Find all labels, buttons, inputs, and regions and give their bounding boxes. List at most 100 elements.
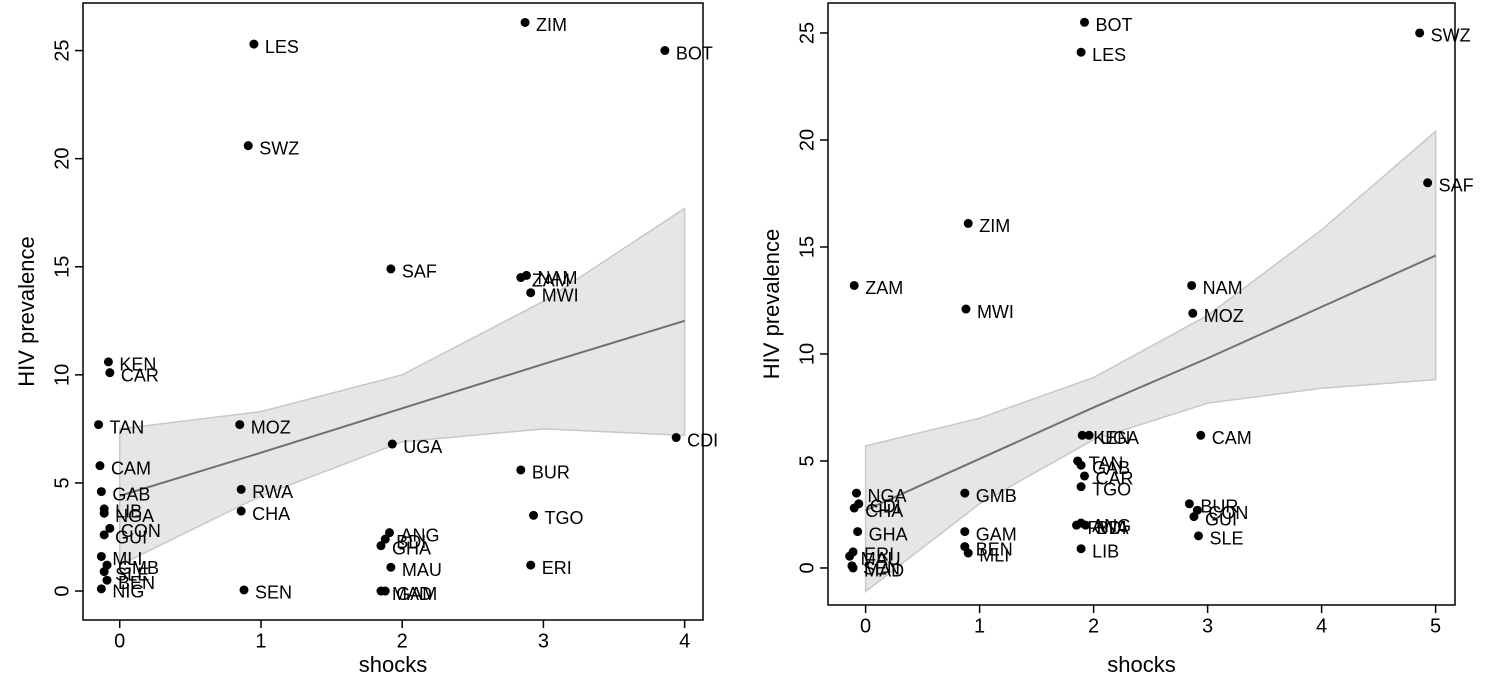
y-tick-label: 25 [796, 22, 818, 44]
point [96, 487, 106, 497]
point [380, 534, 390, 544]
point-label: SAF [402, 262, 437, 282]
fit-line [119, 319, 685, 497]
point-label: CDI [870, 497, 901, 517]
point-label: NAM [537, 268, 577, 288]
point [1077, 430, 1087, 440]
point [99, 508, 109, 518]
point-label: TGO [545, 508, 584, 528]
point-label: MAD [392, 584, 432, 604]
point [1196, 430, 1206, 440]
point [1194, 531, 1203, 541]
point [380, 586, 390, 596]
point [1081, 520, 1091, 530]
point-label: GAM [976, 524, 1017, 544]
y-tick-label: 0 [51, 585, 73, 596]
y-tick-label: 25 [51, 39, 73, 61]
point [1080, 17, 1089, 27]
x-tick-label: 2 [397, 630, 408, 652]
point-label: NGA [115, 506, 154, 526]
point [516, 465, 526, 475]
point [236, 484, 246, 494]
point-label: TAN [1089, 454, 1124, 474]
point-label: GUI [1205, 509, 1237, 529]
x-tick-label: 4 [679, 630, 690, 652]
point-label: MOZ [251, 417, 291, 437]
y-tick-label: 5 [51, 477, 73, 488]
point [103, 357, 113, 367]
point [1188, 308, 1198, 318]
point [849, 503, 859, 513]
point [1423, 178, 1433, 188]
point-label: UGA [1100, 428, 1139, 448]
point-label: ERI [542, 558, 572, 578]
point [94, 420, 104, 430]
point [520, 17, 530, 27]
point-label: SWZ [259, 138, 299, 158]
point [1415, 28, 1425, 38]
point-label: GAB [112, 484, 150, 504]
point-label: CAM [111, 458, 151, 478]
point-label: NGA [868, 486, 907, 506]
point-label: TAN [110, 417, 145, 437]
point [105, 523, 115, 533]
point [960, 488, 970, 498]
point [99, 530, 109, 540]
point-label: ZAM [865, 278, 903, 298]
x-tick-label: 1 [255, 630, 266, 652]
point-label: RWA [1088, 518, 1129, 538]
point [95, 461, 105, 471]
fit-line [865, 254, 1437, 512]
point-label: CDI [687, 430, 718, 450]
point [387, 439, 397, 449]
point-label: MOZ [1204, 306, 1244, 326]
y-tick-label: 20 [51, 148, 73, 170]
point [963, 218, 973, 228]
point-label: SAF [1439, 176, 1474, 196]
point-label: MWI [977, 302, 1014, 322]
point-label: ZIM [536, 15, 567, 35]
point-label: BOT [676, 43, 713, 63]
point-label: GAM [396, 584, 437, 604]
point [1076, 544, 1086, 554]
point-label: SWZ [1431, 26, 1471, 46]
point [1187, 280, 1197, 290]
point [1084, 430, 1094, 440]
point-label: MAU [402, 560, 442, 580]
point-label: GHA [392, 538, 431, 558]
x-tick-label: 5 [1430, 615, 1441, 637]
point-label: CAR [121, 365, 159, 385]
point-label: BEN [118, 573, 155, 593]
point-label: GAB [1092, 458, 1130, 478]
point-label: BOT [1096, 15, 1133, 35]
point [660, 46, 670, 56]
point [845, 551, 855, 561]
point-label: CAM [1212, 428, 1252, 448]
point-label: GHA [869, 524, 908, 544]
x-axis-label: shocks [359, 652, 427, 677]
point-label: BDI [396, 532, 426, 552]
point-label: SLE [115, 564, 149, 584]
point [1184, 499, 1194, 509]
point-label: BUR [1200, 497, 1238, 517]
point-label: ZAM [532, 270, 570, 290]
point [849, 280, 859, 290]
y-axis-label: HIV prevalence [14, 236, 39, 386]
point-label: ANG [400, 525, 439, 545]
point [386, 264, 396, 274]
point-label: MAD [864, 561, 904, 581]
point [102, 575, 112, 585]
point-label: LES [265, 37, 299, 57]
point [963, 548, 973, 558]
point-label: TGO [1092, 479, 1131, 499]
y-tick-label: 15 [796, 236, 818, 258]
x-tick-label: 4 [1316, 615, 1327, 637]
confidence-band [118, 206, 686, 567]
point [1076, 482, 1086, 492]
point-label: SEN [863, 559, 900, 579]
y-tick-label: 10 [796, 343, 818, 365]
y-tick-label: 5 [796, 455, 818, 466]
point-label: BUR [532, 463, 570, 483]
y-tick-label: 10 [51, 364, 73, 386]
